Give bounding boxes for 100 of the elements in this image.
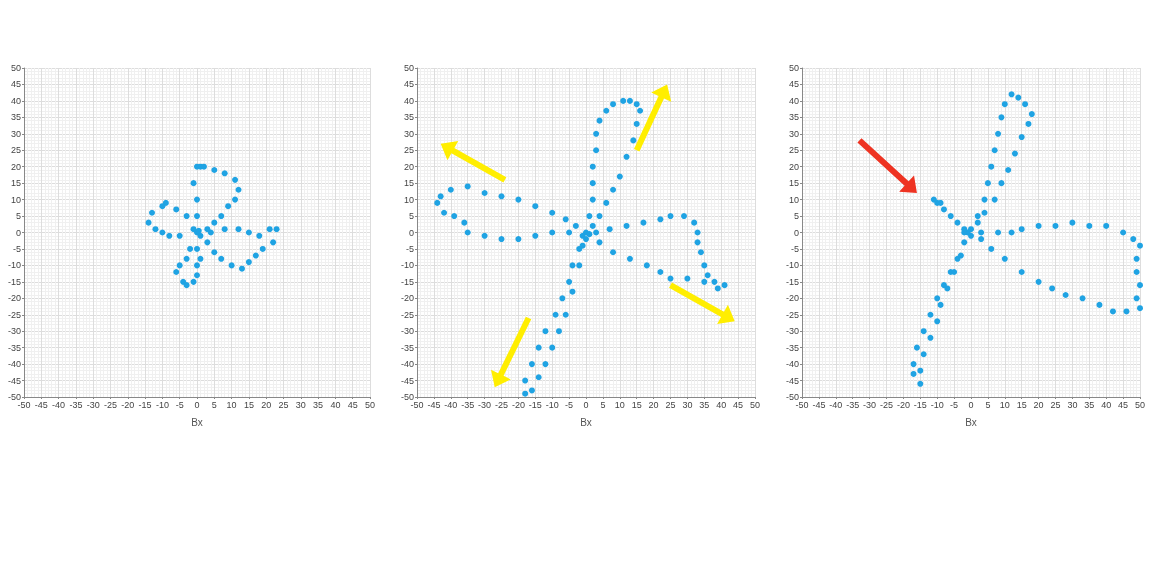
x-tick-label: -20 [896,399,910,410]
x-tick-label: 10 [614,399,625,410]
point [159,203,166,210]
y-tick-label: 10 [10,194,21,205]
point [190,278,197,285]
x-tick-label: -15 [138,399,152,410]
y-tick-label: 40 [403,95,414,106]
point [159,229,166,236]
y-tick-label: -35 [7,342,21,353]
y-tick-label: 30 [788,128,799,139]
y-tick-label: 0 [15,227,21,238]
point [190,226,197,233]
x-tick-label: 25 [1050,399,1061,410]
y-tick-label: -35 [785,342,799,353]
y-tick-label: 20 [10,161,21,172]
point [183,255,190,262]
y-tick-label: 5 [408,211,414,222]
x-tick-label: -40 [444,399,458,410]
y-tick-label: 5 [15,211,21,222]
x-tick-label: 50 [749,399,761,410]
point [259,245,266,252]
point [218,213,225,220]
y-tick-label: 45 [10,79,21,90]
point [166,232,173,239]
point [183,213,190,220]
x-axis-title: Bx [191,416,203,428]
y-tick-label: -25 [7,309,21,320]
point [225,203,232,210]
point [221,226,228,233]
x-tick-label: 20 [648,399,659,410]
x-tick-label: 5 [211,399,217,410]
y-tick-label: -40 [400,359,414,370]
y-tick-label: -30 [785,326,799,337]
x-tick-label: -10 [155,399,169,410]
x-tick-label: 35 [1084,399,1095,410]
x-tick-label: 30 [682,399,693,410]
x-tick-label: -30 [863,399,877,410]
point [176,232,183,239]
y-tick-label: -15 [7,276,21,287]
y-tick-label: -45 [7,375,21,386]
point [194,262,200,269]
point [173,206,180,213]
x-tick-label: 25 [278,399,289,410]
point [235,186,242,193]
y-tick-label: 20 [788,161,799,172]
y-tick-label: -15 [785,276,799,287]
x-tick-label: -25 [879,399,894,410]
x-tick-label: 45 [347,399,358,410]
point [211,219,218,226]
point [273,226,280,233]
y-tick-label: 15 [10,178,21,189]
point [194,213,200,220]
y-tick-label: 35 [10,112,21,123]
point [238,265,245,272]
y-tick-label: 20 [403,161,414,172]
y-tick-label: -40 [7,359,21,370]
point [190,180,197,187]
y-tick-label: -10 [785,260,799,271]
x-tick-label: -40 [829,399,843,410]
x-tick-label: -15 [528,399,542,410]
y-tick-label: 10 [788,194,799,205]
y-tick-label: 30 [403,128,414,139]
x-tick-label: -45 [34,399,48,410]
y-tick-label: -20 [400,293,414,304]
x-tick-label: 10 [226,399,237,410]
x-tick-label: -10 [545,399,559,410]
y-tick-label: 35 [788,112,799,123]
y-tick-label: 50 [10,63,21,73]
x-tick-label: 20 [261,399,272,410]
y-tick-label: 25 [403,145,414,156]
x-tick-label: 40 [1101,399,1112,410]
x-tick-label: -20 [121,399,135,410]
y-tick-label: 25 [788,145,799,156]
x-tick-label: 45 [733,399,744,410]
x-tick-label: -10 [930,399,944,410]
y-tick-label: 40 [10,95,21,106]
x-tick-label: 20 [1033,399,1044,410]
point [218,255,225,262]
x-tick-label: 30 [295,399,306,410]
y-tick-label: -50 [400,392,414,402]
x-tick-label: -20 [511,399,525,410]
x-tick-label: -45 [427,399,441,410]
point [232,196,239,203]
x-tick-label: 0 [968,399,974,410]
point [252,252,259,259]
x-tick-label: 15 [1016,399,1027,410]
point [245,229,252,236]
x-tick-label: 10 [999,399,1010,410]
x-tick-label: 35 [699,399,710,410]
x-tick-label: -5 [565,399,574,410]
x-tick-label: -35 [461,399,475,410]
y-tick-label: -35 [400,342,414,353]
y-tick-label: -20 [7,293,21,304]
point [211,166,218,173]
x-tick-label: -35 [69,399,83,410]
y-tick-label: -10 [7,260,21,271]
x-axis-title: Bx [580,416,592,428]
x-tick-label: -30 [478,399,492,410]
y-tick-label: -15 [400,276,414,287]
point [187,245,194,252]
